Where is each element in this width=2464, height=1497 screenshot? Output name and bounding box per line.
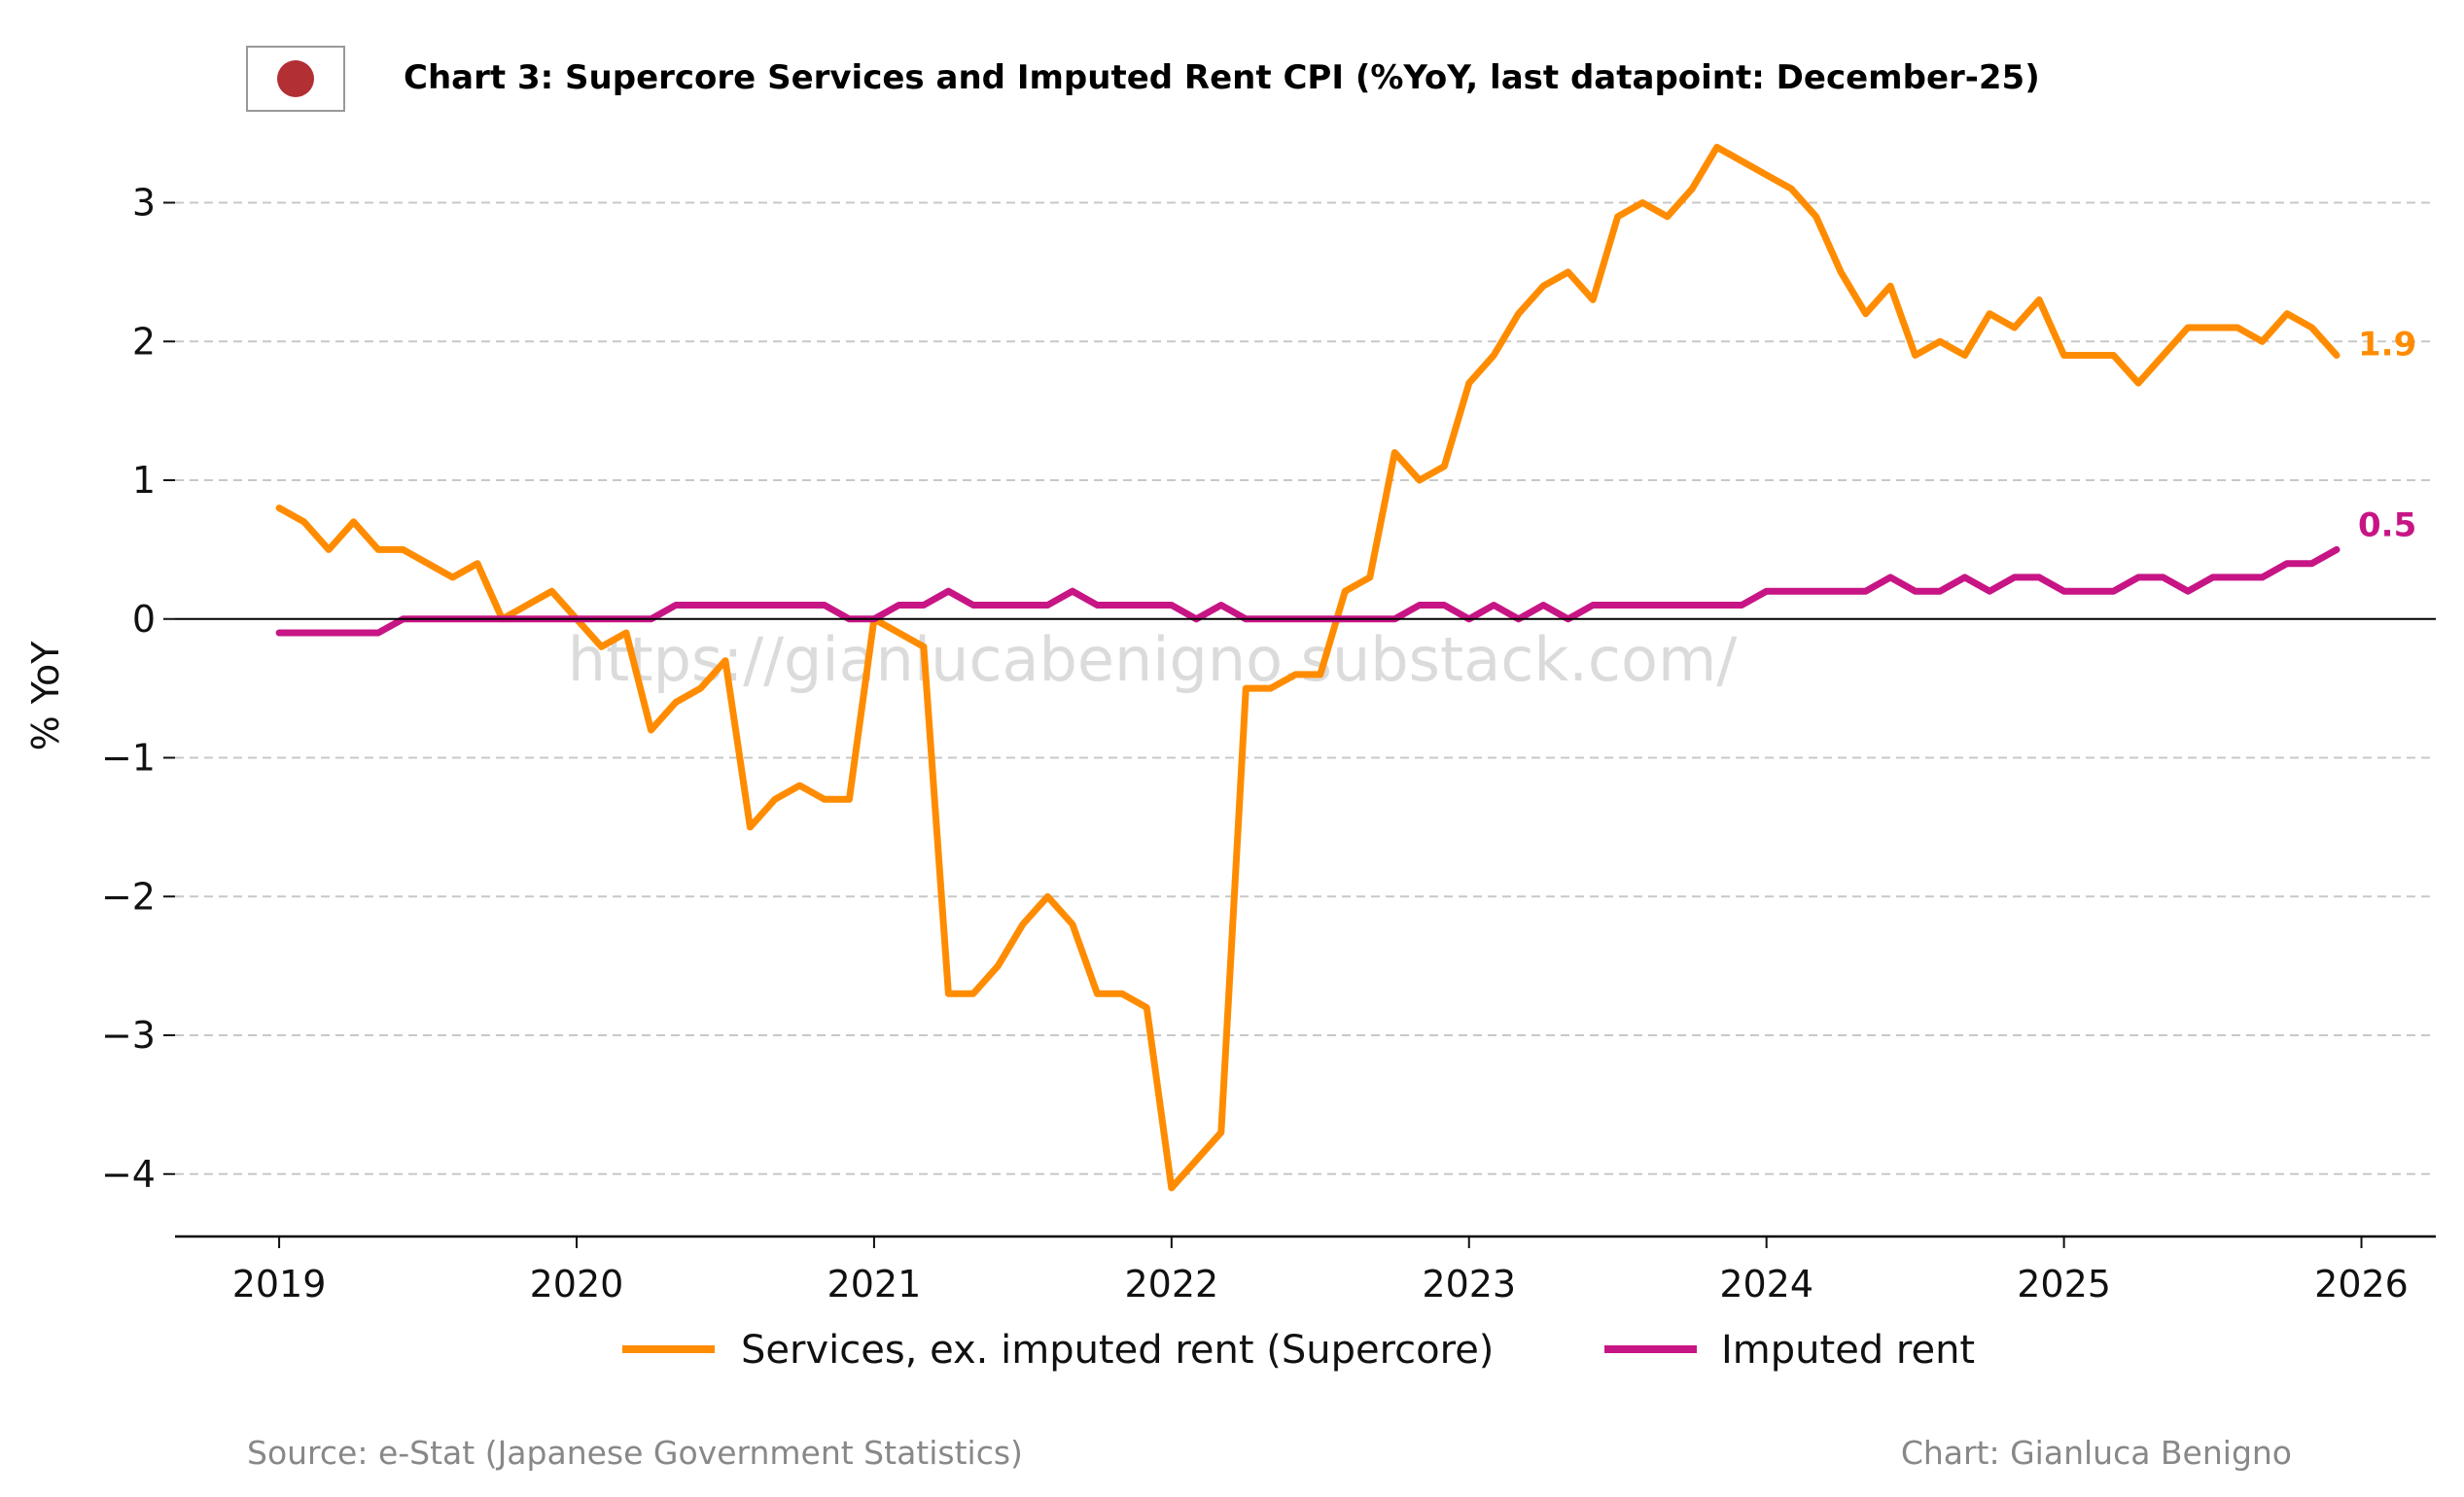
y-tick-label: 1 <box>132 459 156 502</box>
axes <box>175 617 2436 1238</box>
source-note: Source: e-Stat (Japanese Government Stat… <box>247 1434 1023 1472</box>
x-tick-label: 2025 <box>2017 1263 2111 1306</box>
japan-flag-icon <box>246 46 345 112</box>
chart-credit: Chart: Gianluca Benigno <box>1901 1434 2292 1472</box>
y-tick-label: −3 <box>101 1014 156 1057</box>
legend-label-imputed-rent: Imputed rent <box>1721 1328 1975 1373</box>
y-axis-label: % YoY <box>24 641 67 751</box>
x-tick-label: 2021 <box>827 1263 922 1306</box>
chart-title: Chart 3: Supercore Services and Imputed … <box>404 58 2040 97</box>
y-tick-label: −1 <box>101 737 156 780</box>
legend: Services, ex. imputed rent (Supercore) I… <box>622 1328 1975 1373</box>
y-tick-label: 2 <box>132 320 156 363</box>
gridlines <box>175 201 2436 1175</box>
y-tick-label: 3 <box>132 182 156 225</box>
y-tick-label: −4 <box>101 1153 156 1196</box>
end-value-label: 1.9 <box>2358 326 2416 365</box>
end-value-label: 0.5 <box>2358 505 2416 544</box>
y-ticks: −4 −3 −2 −1 0 1 2 3 <box>101 182 175 1196</box>
y-tick-label: −2 <box>101 875 156 918</box>
legend-label-supercore: Services, ex. imputed rent (Supercore) <box>741 1328 1494 1373</box>
watermark: https://gianlucabenigno.substack.com/ <box>568 624 1738 695</box>
x-tick-label: 2022 <box>1124 1263 1218 1306</box>
x-tick-label: 2020 <box>530 1263 624 1306</box>
series-line-imputed-rent <box>275 545 2341 637</box>
x-tick-label: 2026 <box>2314 1263 2409 1306</box>
y-tick-label: 0 <box>132 598 156 641</box>
x-ticks: 2019 2020 2021 2022 2023 2024 2025 2026 <box>232 1236 2409 1306</box>
x-tick-label: 2024 <box>1719 1263 1813 1306</box>
series-line-supercore <box>275 143 2341 1192</box>
x-tick-label: 2023 <box>1422 1263 1516 1306</box>
x-tick-label: 2019 <box>232 1263 327 1306</box>
end-labels: 1.9 0.5 <box>2358 326 2416 545</box>
